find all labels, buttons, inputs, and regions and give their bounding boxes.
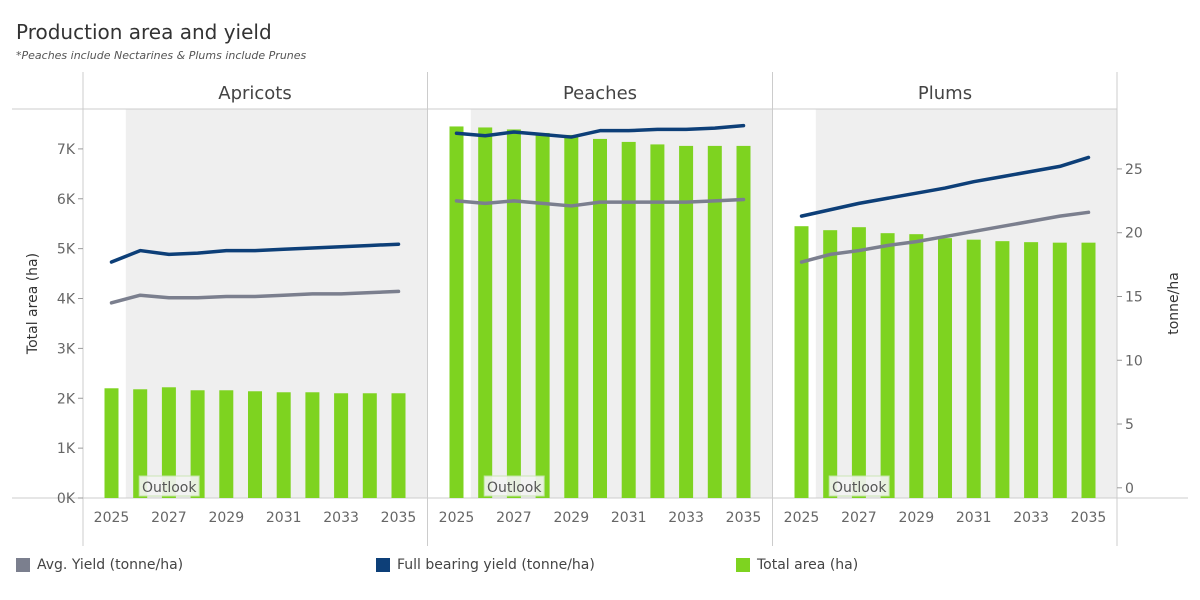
bar-peaches-2030 xyxy=(593,138,607,498)
bar-plums-2031 xyxy=(966,239,981,498)
bar-apricots-2031 xyxy=(276,392,291,498)
y-right-tick-label: 15 xyxy=(1125,289,1143,305)
legend-label-total-area: Total area (ha) xyxy=(757,557,859,573)
bar-apricots-2029 xyxy=(219,390,234,498)
bar-peaches-2026 xyxy=(478,127,493,498)
bar-plums-2029 xyxy=(909,234,924,498)
x-tick-label-apricots: 2027 xyxy=(151,510,187,526)
y-right-tick-label: 5 xyxy=(1125,417,1134,433)
y-right-tick-label: 0 xyxy=(1125,481,1134,497)
x-tick-label-peaches: 2025 xyxy=(439,510,475,526)
outlook-label-box-apricots xyxy=(138,475,200,497)
bar-apricots-2027 xyxy=(161,387,176,498)
chart-subtitle: *Peaches include Nectarines & Plums incl… xyxy=(16,49,307,62)
x-tick-label-apricots: 2035 xyxy=(381,510,417,526)
y-left-tick-label: 2K xyxy=(57,391,76,407)
bar-apricots-2026 xyxy=(133,389,148,498)
bar-plums-2026 xyxy=(823,230,838,498)
bar-plums-2030 xyxy=(938,238,952,498)
outlook-label-apricots: Outlook xyxy=(142,480,197,496)
bar-peaches-2028 xyxy=(535,132,550,498)
x-tick-label-apricots: 2031 xyxy=(266,510,302,526)
y-left-axis-title: Total area (ha) xyxy=(25,253,41,355)
y-left-tick-label: 0K xyxy=(57,491,76,507)
x-tick-label-peaches: 2031 xyxy=(611,510,647,526)
x-tick-label-peaches: 2029 xyxy=(553,510,589,526)
bar-peaches-2029 xyxy=(564,134,579,498)
bar-apricots-2033 xyxy=(334,393,349,498)
outlook-label-box-peaches xyxy=(483,475,545,497)
panel-header-apricots: Apricots xyxy=(218,83,292,104)
y-left-tick-label: 3K xyxy=(57,341,76,357)
outlook-label-box-plums xyxy=(828,475,890,497)
x-tick-label-plums: 2025 xyxy=(784,510,820,526)
bar-peaches-2031 xyxy=(621,141,636,498)
y-right-tick-label: 20 xyxy=(1125,226,1143,242)
bar-plums-2035 xyxy=(1081,242,1096,498)
x-tick-label-peaches: 2035 xyxy=(726,510,762,526)
bar-plums-2027 xyxy=(851,227,866,498)
avg-yield-line-plums xyxy=(799,210,1091,264)
bar-plums-2034 xyxy=(1052,242,1067,498)
x-tick-label-peaches: 2033 xyxy=(668,510,704,526)
outlook-region xyxy=(125,109,427,498)
bar-apricots-2032 xyxy=(305,392,320,498)
bar-peaches-2034 xyxy=(707,145,722,498)
bar-plums-2033 xyxy=(1024,242,1039,498)
x-tick-label-plums: 2027 xyxy=(841,510,877,526)
outlook-label-plums: Outlook xyxy=(832,480,887,496)
legend-label-avg-yield: Avg. Yield (tonne/ha) xyxy=(37,557,184,573)
outlook-label-peaches: Outlook xyxy=(487,480,542,496)
y-right-axis-title: tonne/ha xyxy=(1166,272,1182,335)
bar-apricots-2035 xyxy=(391,393,406,498)
legend-swatch-total-area xyxy=(736,558,750,572)
legend-item-full-bearing-yield[interactable]: Full bearing yield (tonne/ha) xyxy=(376,557,595,573)
legend-swatch-avg-yield xyxy=(16,558,30,572)
bar-plums-2032 xyxy=(995,241,1010,498)
y-left-tick-label: 1K xyxy=(57,441,76,457)
bar-apricots-2028 xyxy=(190,390,205,498)
avg-yield-line-peaches xyxy=(454,197,746,208)
y-left-tick-label: 7K xyxy=(57,142,76,158)
y-left-tick-label: 4K xyxy=(57,292,76,308)
outlook-region xyxy=(815,109,1117,498)
full-bearing-yield-line-apricots xyxy=(109,242,401,264)
bar-plums-2025 xyxy=(794,226,809,498)
bar-peaches-2033 xyxy=(679,145,694,498)
outlook-region xyxy=(470,109,772,498)
legend-label-full-bearing-yield: Full bearing yield (tonne/ha) xyxy=(397,557,595,573)
y-left-tick-label: 5K xyxy=(57,242,76,258)
legend-item-total-area[interactable]: Total area (ha) xyxy=(736,557,858,573)
bar-apricots-2034 xyxy=(362,393,377,498)
x-tick-label-plums: 2035 xyxy=(1071,510,1107,526)
bar-apricots-2025 xyxy=(104,388,119,498)
x-tick-label-plums: 2029 xyxy=(898,510,934,526)
legend-swatch-full-bearing-yield xyxy=(376,558,390,572)
panel-header-plums: Plums xyxy=(918,83,972,104)
bar-apricots-2030 xyxy=(248,391,262,498)
x-tick-label-apricots: 2029 xyxy=(208,510,244,526)
x-tick-label-plums: 2033 xyxy=(1013,510,1049,526)
bar-peaches-2027 xyxy=(506,129,521,498)
x-tick-label-plums: 2031 xyxy=(956,510,992,526)
bar-peaches-2032 xyxy=(650,144,665,498)
x-tick-label-apricots: 2025 xyxy=(94,510,130,526)
x-tick-label-peaches: 2027 xyxy=(496,510,532,526)
y-left-tick-label: 6K xyxy=(57,192,76,208)
full-bearing-yield-line-peaches xyxy=(454,123,746,139)
chart-title: Production area and yield xyxy=(16,20,272,44)
y-right-tick-label: 25 xyxy=(1125,162,1143,178)
y-right-tick-label: 10 xyxy=(1125,353,1143,369)
panel-header-peaches: Peaches xyxy=(563,83,637,104)
x-tick-label-apricots: 2033 xyxy=(323,510,359,526)
avg-yield-line-apricots xyxy=(109,289,401,305)
bar-plums-2028 xyxy=(880,233,895,498)
bar-peaches-2025 xyxy=(449,126,464,498)
legend-item-avg-yield[interactable]: Avg. Yield (tonne/ha) xyxy=(16,557,183,573)
full-bearing-yield-line-plums xyxy=(799,155,1091,218)
bar-peaches-2035 xyxy=(736,145,751,498)
